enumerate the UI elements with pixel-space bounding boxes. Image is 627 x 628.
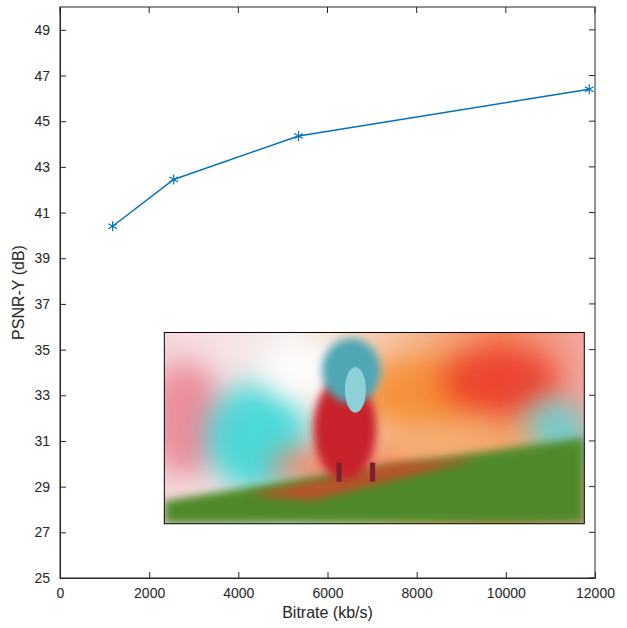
tick-mark: [60, 167, 66, 168]
tick-mark: [589, 75, 595, 76]
tick-mark: [506, 572, 507, 578]
tick-mark: [60, 532, 66, 533]
x-axis-title: Bitrate (kb/s): [282, 604, 373, 621]
tick-label: 6000: [312, 585, 343, 601]
tick-mark: [589, 121, 595, 122]
x-axis: 0 2000 4000 6000 8000 10000 12000: [57, 572, 616, 601]
tick-label: 27: [34, 524, 50, 540]
tick-mark: [238, 572, 239, 578]
marker: [294, 131, 303, 141]
tick-label: 43: [34, 159, 50, 175]
tick-label: 35: [34, 342, 50, 358]
tick-mark: [149, 7, 150, 13]
tick-mark: [589, 212, 595, 213]
tick-mark: [238, 7, 239, 13]
plot-background: [60, 7, 595, 578]
tick-label: 2000: [134, 585, 165, 601]
marker: [108, 221, 117, 231]
tick-mark: [149, 572, 150, 578]
tick-label: 31: [34, 433, 50, 449]
tick: 43: [34, 159, 66, 175]
tick-label: 12000: [576, 585, 615, 601]
tick-label: 8000: [402, 585, 433, 601]
tick: 47: [34, 68, 66, 84]
tick: 27: [34, 524, 66, 540]
tick-label: 41: [34, 205, 50, 221]
tick-mark: [60, 76, 66, 77]
tick: 31: [34, 433, 66, 449]
tick-mark: [60, 441, 66, 442]
tick-mark: [589, 258, 595, 259]
marker: [169, 174, 178, 184]
tick-mark: [589, 303, 595, 304]
tick-label: 0: [57, 585, 65, 601]
tick-mark: [589, 166, 595, 167]
y-axis: 25 27 29 31 33 35 37 39 41 43 45 47 49: [34, 8, 66, 586]
tick-mark: [589, 440, 595, 441]
tick-mark: [327, 7, 328, 13]
tick-label: 25: [34, 570, 50, 586]
markers: [108, 84, 593, 231]
top-ticks: [60, 7, 595, 13]
tick-label: 45: [34, 113, 50, 129]
tick-mark: [60, 213, 66, 214]
right-ticks: [589, 30, 595, 578]
tick: 35: [34, 342, 66, 358]
tick: 33: [34, 387, 66, 403]
tick-label: 37: [34, 296, 50, 312]
tick-mark: [60, 258, 66, 259]
plot: 0 2000 4000 6000 8000 10000 12000 25 27 29 31 33 35 3…: [34, 7, 615, 601]
tick-label: 10000: [487, 585, 526, 601]
tick: 4000: [223, 572, 254, 601]
tick: 6000: [312, 572, 343, 601]
tick-mark: [589, 29, 595, 30]
tick: 41: [34, 205, 66, 221]
tick-mark: [589, 486, 595, 487]
tick: 37: [34, 296, 66, 312]
inset-image: [148, 332, 589, 523]
tick: 2000: [134, 572, 165, 601]
series-line: [113, 89, 590, 226]
tick-mark: [60, 487, 66, 488]
tick-label: 4000: [223, 585, 254, 601]
marker: [585, 84, 594, 94]
tick: 49: [34, 22, 66, 38]
tick: 39: [34, 250, 66, 266]
tick-mark: [589, 395, 595, 396]
tick-mark: [60, 121, 66, 122]
chart: 0 2000 4000 6000 8000 10000 12000 25 27 29 31 33 35 3…: [0, 0, 627, 628]
tick-mark: [328, 572, 329, 578]
tick: 10000: [487, 572, 526, 601]
tick: 29: [34, 479, 66, 495]
tick-label: 33: [34, 387, 50, 403]
tick-mark: [60, 395, 66, 396]
tick-label: 29: [34, 479, 50, 495]
tick: 12000: [576, 572, 615, 601]
tick-mark: [60, 350, 66, 351]
tick-mark: [60, 304, 66, 305]
tick-label: 49: [34, 22, 50, 38]
tick-mark: [60, 30, 66, 31]
y-axis-title: PSNR-Y (dB): [10, 245, 27, 340]
tick: 8000: [402, 572, 433, 601]
tick-mark: [416, 7, 417, 13]
tick-label: 47: [34, 68, 50, 84]
tick-mark: [505, 7, 506, 13]
plot-frame: [60, 7, 595, 578]
tick-mark: [417, 572, 418, 578]
tick-mark: [589, 349, 595, 350]
tick-mark: [589, 532, 595, 533]
tick-label: 39: [34, 250, 50, 266]
data-layer: [108, 84, 593, 231]
tick: 45: [34, 113, 66, 129]
